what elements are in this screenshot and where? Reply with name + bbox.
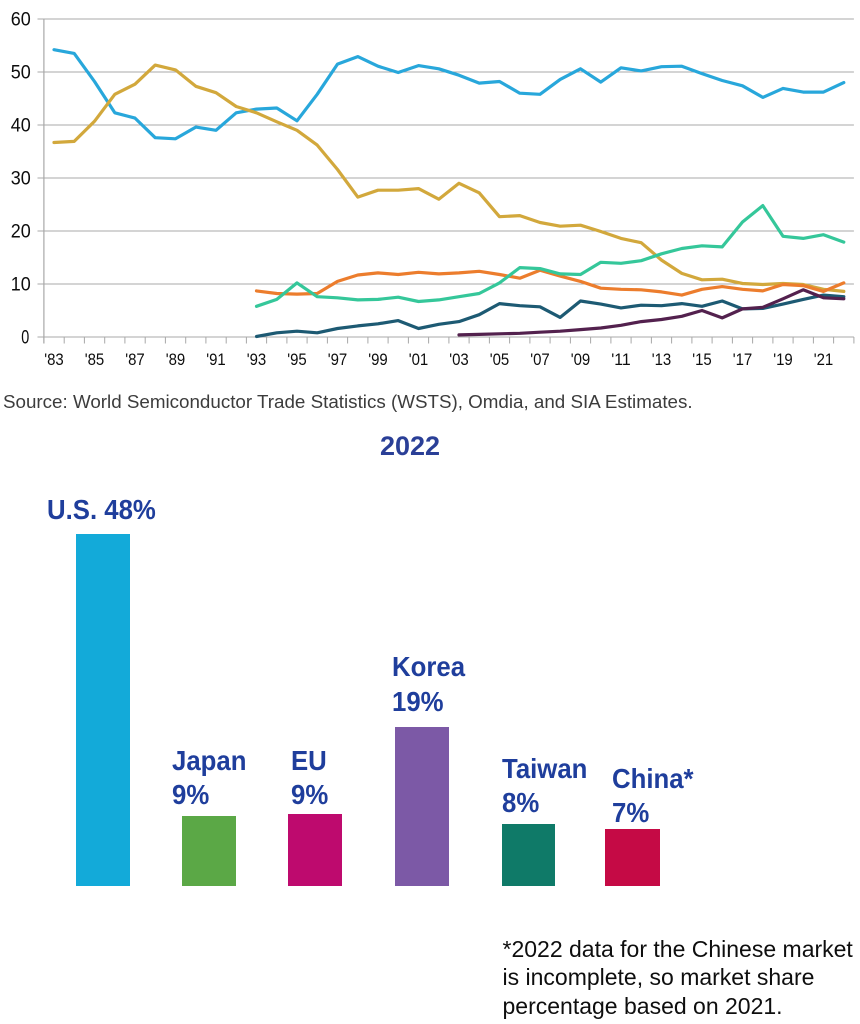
svg-text:20: 20 [11, 222, 31, 243]
svg-text:'99: '99 [368, 350, 388, 369]
svg-text:'21: '21 [814, 350, 834, 369]
svg-text:'97: '97 [328, 350, 348, 369]
svg-text:60: 60 [11, 10, 31, 31]
svg-text:50: 50 [11, 63, 31, 84]
svg-text:'11: '11 [611, 350, 631, 369]
svg-text:10: 10 [11, 275, 31, 296]
svg-text:'95: '95 [287, 350, 307, 369]
svg-text:'09: '09 [571, 350, 591, 369]
svg-text:'93: '93 [247, 350, 267, 369]
svg-text:'03: '03 [449, 350, 469, 369]
svg-text:'07: '07 [530, 350, 550, 369]
svg-text:'05: '05 [490, 350, 510, 369]
svg-text:'89: '89 [166, 350, 186, 369]
svg-text:'85: '85 [85, 350, 105, 369]
svg-text:'13: '13 [652, 350, 672, 369]
svg-text:'87: '87 [125, 350, 145, 369]
svg-text:'01: '01 [409, 350, 429, 369]
svg-text:'17: '17 [733, 350, 753, 369]
svg-text:30: 30 [11, 169, 31, 190]
svg-text:'91: '91 [206, 350, 226, 369]
svg-text:0: 0 [21, 328, 29, 349]
svg-text:40: 40 [11, 116, 31, 137]
svg-text:'19: '19 [773, 350, 793, 369]
svg-text:'15: '15 [692, 350, 712, 369]
svg-text:'83: '83 [44, 350, 64, 369]
